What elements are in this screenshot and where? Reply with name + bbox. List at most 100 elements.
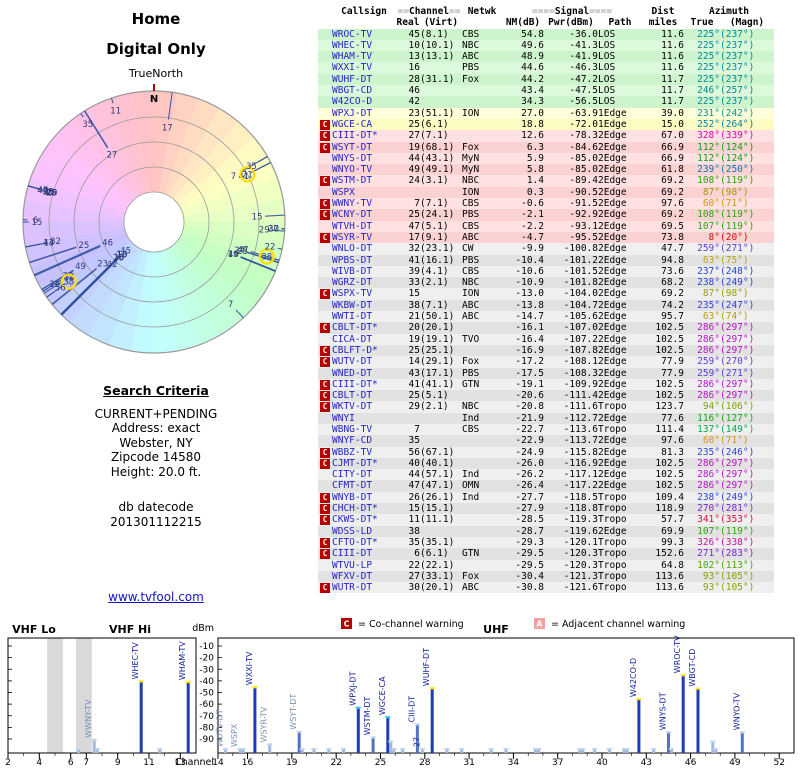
tvfool-link[interactable]: www.tvfool.com [108, 590, 204, 604]
callsign-link[interactable]: WPBS-DT [332, 254, 373, 266]
radar-channel-label[interactable]: 11 [110, 107, 121, 117]
signal-bar[interactable] [312, 750, 316, 753]
signal-bar[interactable] [534, 750, 537, 753]
radar-channel-label[interactable]: 14 [43, 238, 54, 248]
radar-channel-label[interactable]: 33 [63, 272, 74, 282]
radar-channel-label[interactable]: 39 [64, 273, 75, 283]
radar-channel-label[interactable]: 24 [234, 246, 245, 256]
callsign-link[interactable]: WKTV-DT [332, 401, 373, 413]
callsign-link[interactable]: WNYO-TV [332, 164, 373, 176]
signal-bar[interactable] [581, 750, 585, 753]
radar-channel-label[interactable]: 35 [82, 120, 93, 130]
signal-bar[interactable] [186, 683, 190, 753]
signal-bar[interactable] [537, 750, 540, 753]
callsign-link[interactable]: WIVB-DT [332, 265, 373, 277]
signal-bar[interactable] [711, 742, 715, 753]
signal-bar[interactable] [392, 750, 396, 753]
radar-channel-label[interactable]: 38 [63, 278, 74, 288]
radar-channel-label[interactable]: 7 [231, 172, 236, 182]
callsign-link[interactable]: WUHF-DT [332, 73, 373, 85]
callsign-link[interactable]: CBLFT-D* [332, 344, 378, 356]
callsign-link[interactable]: WSYT-DT [332, 141, 373, 153]
signal-bar[interactable] [238, 750, 242, 753]
signal-bar[interactable] [389, 742, 393, 753]
signal-bar[interactable] [241, 750, 245, 753]
callsign-link[interactable]: CJMT-DT* [332, 457, 378, 469]
radar-channel-label[interactable]: 47 [238, 245, 249, 255]
callsign-link[interactable]: CICA-DT [332, 333, 373, 345]
callsign-link[interactable]: CHCH-DT* [332, 503, 378, 515]
radar-channel-label[interactable]: 25 [46, 189, 57, 199]
radar-channel-label[interactable]: 44 [37, 186, 48, 196]
radar-channel-label[interactable]: 19 [228, 250, 239, 260]
radar-channel-label[interactable]: 35 [246, 162, 257, 172]
signal-bar[interactable] [681, 676, 685, 753]
signal-bar[interactable] [77, 750, 80, 753]
signal-bar[interactable] [593, 750, 597, 753]
radar-channel-label[interactable]: 25 [78, 241, 89, 251]
radar-channel-label[interactable]: 17 [162, 123, 173, 133]
callsign-link[interactable]: WGRZ-DT [332, 277, 373, 289]
callsign-link[interactable]: WUTV-DT [332, 356, 373, 368]
signal-bar[interactable] [95, 750, 99, 753]
callsign-link[interactable]: CFTO-DT* [332, 536, 378, 548]
callsign-link[interactable]: CFMT-DT [332, 480, 373, 492]
radar-channel-label[interactable]: 38 [261, 253, 272, 263]
radar-channel-label[interactable]: 30 [268, 224, 279, 234]
callsign-link[interactable]: CIII-DT [332, 548, 373, 560]
signal-bar[interactable] [401, 750, 405, 753]
signal-bar[interactable] [158, 750, 162, 753]
signal-bar[interactable] [253, 688, 257, 753]
callsign-link[interactable]: WUTR-DT [332, 582, 373, 594]
callsign-link[interactable]: WSTM-DT [332, 175, 373, 187]
callsign-link[interactable]: WSPX-TV [332, 288, 373, 300]
radar-channel-label[interactable]: 16 [113, 253, 124, 263]
radar-channel-label[interactable]: 56 [55, 284, 66, 294]
radar-channel-label[interactable]: 19 [46, 189, 57, 199]
signal-bar[interactable] [714, 750, 718, 753]
radar-channel-label[interactable]: 25 [237, 247, 248, 257]
signal-bar[interactable] [139, 682, 143, 753]
signal-bar[interactable] [607, 750, 611, 753]
callsign-link[interactable]: WTVU-LP [332, 559, 373, 571]
radar-channel-label[interactable]: 42 [107, 260, 118, 270]
callsign-link[interactable]: WSPX [332, 186, 355, 198]
radar-channel-label[interactable]: 25 [42, 188, 53, 198]
callsign-link[interactable]: CITY-DT [332, 469, 373, 481]
signal-bar[interactable] [625, 750, 629, 753]
signal-bar[interactable] [268, 745, 272, 753]
radar-channel-label[interactable]: 45 [120, 246, 131, 256]
callsign-link[interactable]: WWNY-TV [332, 198, 373, 210]
callsign-link[interactable]: WFXV-DT [332, 570, 373, 582]
signal-bar[interactable] [622, 750, 626, 753]
radar-channel-label[interactable]: 28 [113, 253, 124, 263]
radar-channel-label[interactable]: 41 [238, 172, 249, 182]
callsign-link[interactable]: WNYS-DT [332, 152, 373, 164]
callsign-link[interactable]: WKBW-DT [332, 299, 373, 311]
signal-bar[interactable] [489, 750, 493, 753]
callsign-link[interactable]: WBBZ-TV [332, 446, 373, 458]
radar-channel-label[interactable]: 26 [49, 280, 60, 290]
radar-channel-label[interactable]: 20 [47, 189, 58, 199]
callsign-link[interactable]: CBLT-DT* [332, 322, 378, 334]
radar-channel-label[interactable]: 40 [38, 186, 49, 196]
signal-bar[interactable] [667, 733, 670, 753]
callsign-link[interactable]: CIII-DT* [332, 378, 378, 390]
callsign-link[interactable]: WNLO-DT [332, 243, 373, 255]
signal-bar[interactable] [460, 750, 464, 753]
callsign-link[interactable]: CIII-DT* [332, 130, 378, 142]
radar-channel-label[interactable]: 27 [106, 151, 117, 161]
signal-bar[interactable] [415, 725, 419, 753]
callsign-link[interactable]: WGCE-CA [332, 118, 373, 130]
radar-channel-label[interactable]: 13 [116, 250, 127, 260]
callsign-link[interactable]: CKWS-DT* [332, 514, 378, 526]
signal-bar[interactable] [504, 750, 508, 753]
callsign-link[interactable]: WNYI [332, 412, 355, 424]
signal-bar[interactable] [297, 732, 301, 753]
radar-channel-label[interactable]: 21 [242, 170, 253, 180]
signal-bar[interactable] [696, 689, 700, 753]
radar-channel-label[interactable]: 22 [265, 243, 276, 253]
callsign-link[interactable]: WDSS-LD [332, 525, 373, 537]
callsign-link[interactable]: WXXI-TV [332, 62, 373, 74]
signal-bar[interactable] [386, 718, 390, 753]
